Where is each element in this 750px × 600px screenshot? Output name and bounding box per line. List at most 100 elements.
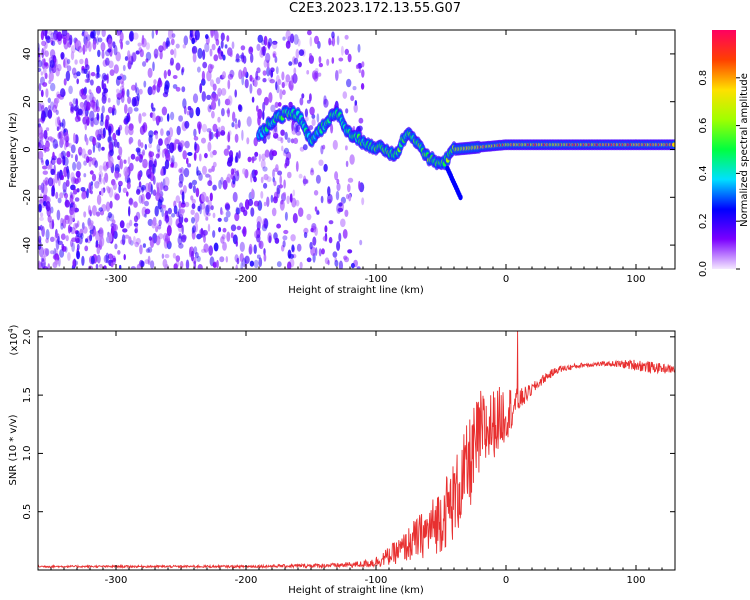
noise-speckle xyxy=(88,182,92,194)
noise-speckle xyxy=(238,104,243,113)
noise-speckle xyxy=(109,200,113,209)
noise-speckle xyxy=(327,186,331,197)
noise-speckle xyxy=(54,259,59,266)
noise-speckle xyxy=(304,116,309,122)
noise-speckle xyxy=(175,260,180,267)
noise-speckle xyxy=(315,247,318,256)
noise-speckle xyxy=(288,61,293,66)
noise-speckle xyxy=(38,139,44,149)
noise-speckle xyxy=(157,79,163,88)
noise-speckle xyxy=(124,234,130,239)
noise-speckle xyxy=(294,123,299,133)
noise-speckle xyxy=(274,101,279,108)
noise-speckle xyxy=(224,98,231,106)
noise-speckle xyxy=(178,115,184,122)
noise-speckle xyxy=(122,64,126,72)
x-tick-label: -100 xyxy=(365,575,388,586)
noise-speckle xyxy=(262,70,267,76)
noise-speckle xyxy=(90,79,94,86)
noise-speckle xyxy=(338,260,343,269)
noise-speckle xyxy=(212,123,218,132)
noise-speckle xyxy=(104,172,109,183)
noise-speckle xyxy=(140,184,146,191)
noise-speckle xyxy=(158,116,164,123)
noise-speckle xyxy=(106,73,109,84)
noise-speckle xyxy=(307,30,312,36)
noise-speckle xyxy=(70,239,73,247)
noise-speckle xyxy=(99,264,103,268)
noise-speckle xyxy=(117,155,121,161)
noise-speckle xyxy=(268,235,272,244)
noise-speckle xyxy=(109,69,115,76)
noise-speckle xyxy=(253,200,260,207)
noise-speckle xyxy=(55,67,60,77)
noise-speckle xyxy=(45,180,48,187)
noise-speckle xyxy=(336,35,340,46)
noise-speckle xyxy=(131,51,137,62)
noise-speckle xyxy=(318,248,322,257)
noise-speckle xyxy=(113,108,117,116)
noise-speckle xyxy=(352,86,357,91)
noise-speckle xyxy=(253,259,259,269)
noise-speckle xyxy=(358,117,364,124)
noise-speckle xyxy=(41,257,45,262)
noise-speckle xyxy=(266,66,271,77)
y-tick-label: 1.5 xyxy=(22,387,33,403)
noise-speckle xyxy=(347,53,352,63)
noise-speckle xyxy=(322,235,328,242)
noise-speckle xyxy=(182,185,187,194)
noise-speckle xyxy=(43,147,47,154)
noise-speckle xyxy=(59,192,64,199)
noise-speckle xyxy=(184,120,190,129)
noise-speckle xyxy=(256,215,262,226)
noise-speckle xyxy=(328,220,334,225)
noise-speckle xyxy=(232,111,236,123)
noise-speckle xyxy=(159,206,163,213)
noise-speckle xyxy=(133,107,139,112)
noise-speckle xyxy=(191,227,195,234)
noise-speckle xyxy=(52,151,55,160)
noise-speckle xyxy=(97,37,103,43)
noise-speckle xyxy=(260,191,264,199)
noise-speckle xyxy=(74,154,78,163)
noise-speckle xyxy=(126,182,131,190)
noise-speckle xyxy=(301,93,305,99)
noise-speckle xyxy=(216,260,219,269)
noise-speckle xyxy=(347,183,351,193)
noise-speckle xyxy=(181,224,184,235)
noise-speckle xyxy=(100,42,106,52)
noise-speckle xyxy=(207,63,213,74)
noise-speckle xyxy=(181,191,185,202)
noise-speckle xyxy=(122,228,128,233)
noise-speckle xyxy=(263,253,267,262)
noise-speckle xyxy=(234,118,238,124)
noise-speckle xyxy=(95,263,99,269)
noise-speckle xyxy=(213,242,219,252)
noise-speckle xyxy=(217,116,221,123)
noise-speckle xyxy=(199,203,203,215)
noise-speckle xyxy=(225,210,231,218)
noise-speckle xyxy=(63,131,69,142)
noise-speckle xyxy=(218,179,222,190)
noise-speckle xyxy=(65,70,71,82)
noise-speckle xyxy=(355,64,360,69)
noise-speckle xyxy=(97,254,101,264)
noise-speckle xyxy=(53,34,57,42)
noise-speckle xyxy=(121,234,126,246)
noise-speckle xyxy=(281,145,284,152)
noise-speckle xyxy=(225,203,231,211)
noise-speckle xyxy=(92,144,96,153)
noise-speckle xyxy=(263,96,269,106)
noise-speckle xyxy=(39,216,44,221)
noise-speckle xyxy=(136,155,141,161)
noise-speckle xyxy=(189,30,194,38)
noise-speckle xyxy=(160,128,164,137)
noise-speckle xyxy=(261,153,266,161)
colorbar-tick-label: 0.8 xyxy=(698,70,709,86)
noise-speckle xyxy=(226,35,230,42)
noise-speckle xyxy=(125,40,130,46)
noise-speckle xyxy=(71,67,77,76)
noise-speckle xyxy=(274,56,278,63)
noise-speckle xyxy=(302,144,308,151)
noise-speckle xyxy=(173,48,177,59)
